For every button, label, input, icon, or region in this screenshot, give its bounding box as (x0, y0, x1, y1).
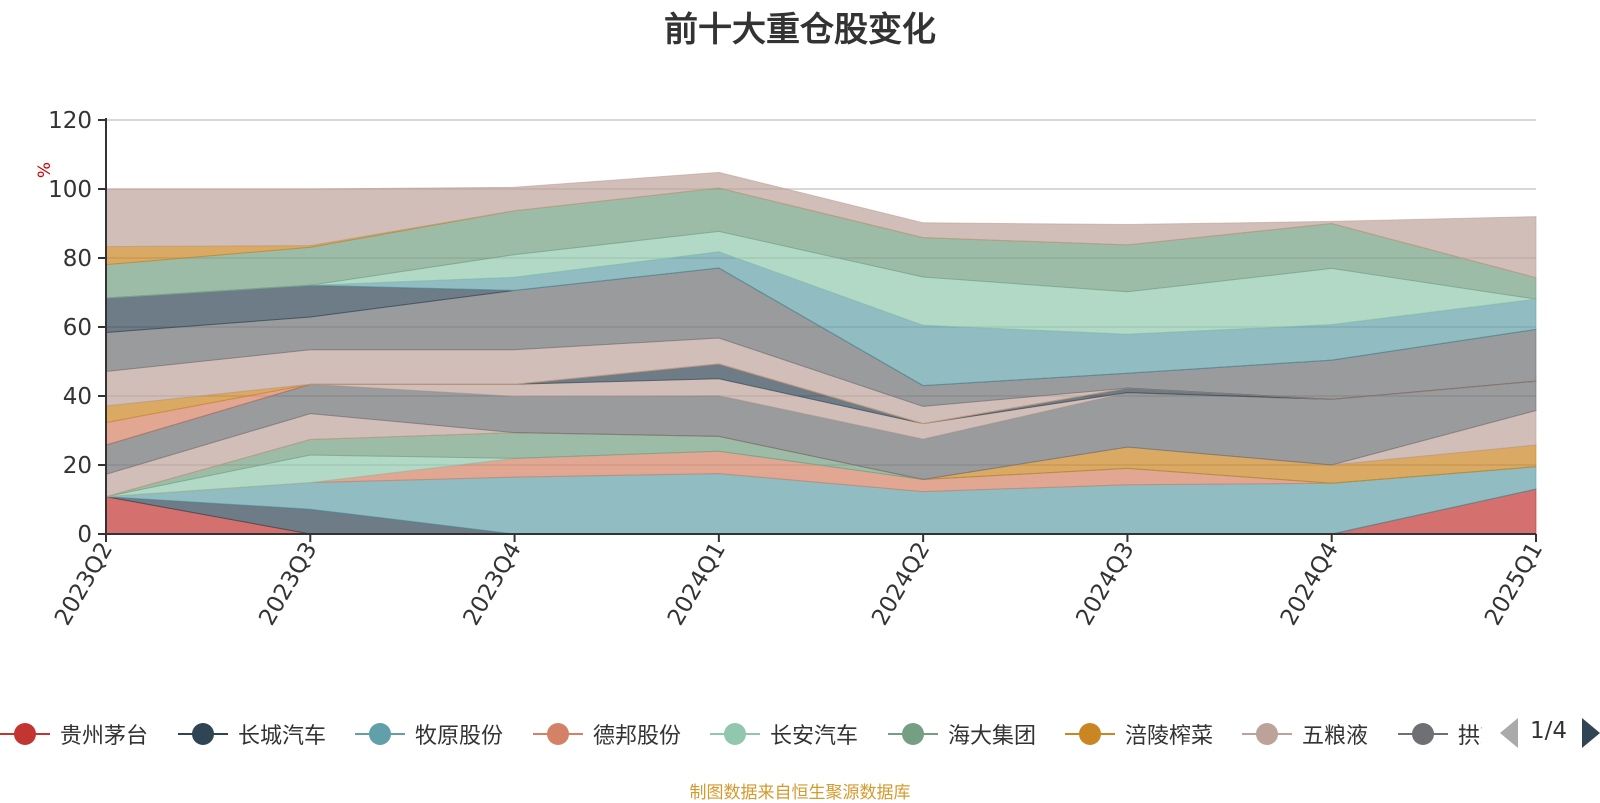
legend-page-indicator: 1/4 (1530, 718, 1568, 744)
legend-item[interactable]: 涪陵榨菜 (1065, 718, 1213, 750)
x-tick-label: 2023Q4 (459, 538, 527, 630)
legend-label: 德邦股份 (593, 724, 682, 749)
legend-next-page-button[interactable] (1582, 718, 1600, 748)
legend-item[interactable]: 德邦股份 (533, 718, 681, 750)
x-tick-label: 2025Q1 (1480, 538, 1548, 630)
legend-item[interactable]: 海大集团 (888, 718, 1036, 750)
legend-marker-icon (710, 718, 760, 750)
y-tick-label: 60 (63, 315, 92, 341)
y-tick-label: 80 (63, 246, 92, 272)
legend-label: 长城汽车 (238, 724, 327, 749)
source-note: 制图数据来自恒生聚源数据库 (689, 783, 911, 803)
y-tick-label: 100 (48, 177, 92, 203)
legend-marker-icon (178, 718, 228, 750)
x-tick-label: 2024Q3 (1071, 538, 1139, 630)
y-tick-label: 40 (63, 384, 92, 410)
legend-marker-icon (533, 718, 583, 750)
legend-label: 海大集团 (948, 724, 1037, 749)
legend-label: 拱东医疗 (1458, 724, 1482, 749)
y-axis-label: % (35, 162, 55, 178)
legend-label: 贵州茅台 (60, 724, 149, 749)
chart-title: 前十大重仓股变化 (664, 10, 936, 50)
legend-label: 涪陵榨菜 (1125, 724, 1214, 749)
legend-label: 长安汽车 (770, 724, 859, 749)
y-tick-label: 120 (48, 108, 92, 134)
area-series (105, 171, 1537, 535)
legend: 贵州茅台 长城汽车 牧原股份 德邦股份 长安汽车 海大集团 涪陵榨菜 五粮液 拱东医疗 1/4 (0, 712, 1600, 756)
legend-item[interactable]: 牧原股份 (355, 718, 503, 750)
y-tick-label: 0 (77, 522, 92, 548)
legend-marker-icon (1242, 718, 1292, 750)
x-tick-label: 2023Q2 (50, 538, 118, 630)
legend-item[interactable]: 拱东医疗 (1398, 718, 1482, 750)
legend-label: 牧原股份 (415, 724, 504, 749)
legend-marker-icon (1065, 718, 1115, 750)
area-series-20 (105, 171, 1537, 279)
x-tick-label: 2023Q3 (254, 538, 322, 630)
legend-items: 贵州茅台 长城汽车 牧原股份 德邦股份 长安汽车 海大集团 涪陵榨菜 五粮液 拱东医疗 (0, 712, 1482, 756)
legend-marker-icon (1398, 718, 1448, 750)
legend-item[interactable]: 贵州茅台 (0, 718, 148, 750)
legend-marker-icon (355, 718, 405, 750)
legend-item[interactable]: 长安汽车 (710, 718, 858, 750)
legend-marker-icon (888, 718, 938, 750)
chart-canvas: 0 20 40 60 80 100 120% 2023Q2 2023Q3 2023Q4 2024Q1… (35, 108, 1548, 630)
legend-marker-icon (0, 718, 50, 750)
legend-label: 五粮液 (1302, 724, 1369, 749)
x-tick-label: 2024Q2 (867, 538, 935, 630)
legend-prev-page-button[interactable] (1500, 718, 1518, 748)
x-tick-label: 2024Q4 (1276, 538, 1344, 630)
x-tick-label: 2024Q1 (663, 538, 731, 630)
y-tick-label: 20 (63, 453, 92, 479)
legend-item[interactable]: 长城汽车 (178, 718, 326, 750)
legend-item[interactable]: 五粮液 (1242, 718, 1368, 750)
